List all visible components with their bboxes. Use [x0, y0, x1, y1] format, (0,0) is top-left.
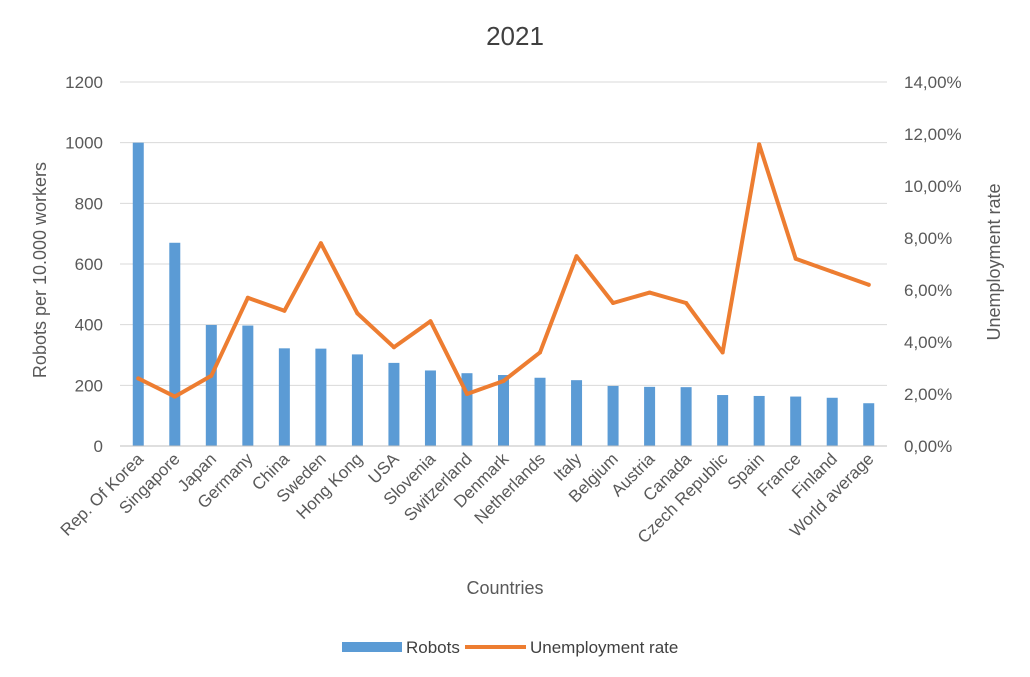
- line-point: [245, 295, 250, 300]
- line-point: [647, 290, 652, 295]
- y2-tick-label: 12,00%: [904, 125, 962, 144]
- y-axis-left: 0 200 400 600 800 1000 1200: [65, 73, 103, 456]
- y-tick-label: 600: [75, 255, 103, 274]
- line-point: [391, 345, 396, 350]
- bar: [863, 403, 875, 446]
- bar: [571, 380, 583, 446]
- bar: [205, 324, 217, 446]
- y2-tick-label: 14,00%: [904, 73, 962, 92]
- line-point: [209, 373, 214, 378]
- bar: [242, 325, 254, 446]
- line-point: [830, 269, 835, 274]
- y-tick-label: 1000: [65, 134, 103, 153]
- y-axis-title: Robots per 10.000 workers: [30, 162, 50, 378]
- line-point: [355, 311, 360, 316]
- bar: [169, 242, 181, 446]
- line-point: [538, 350, 543, 355]
- x-axis: Rep. Of KoreaSingaporeJapanGermanyChinaS…: [57, 445, 887, 547]
- line-point: [611, 301, 616, 305]
- bar: [753, 395, 765, 446]
- legend: Robots Unemployment rate: [342, 638, 678, 657]
- line-point: [318, 241, 323, 246]
- y2-tick-label: 4,00%: [904, 333, 952, 352]
- bar: [424, 370, 436, 446]
- chart-title: 2021: [486, 21, 544, 51]
- bar: [644, 386, 656, 446]
- y-tick-label: 1200: [65, 73, 103, 92]
- y-axis-right: 0,00% 2,00% 4,00% 6,00% 8,00% 10,00% 12,00% 14,…: [904, 73, 962, 456]
- bar: [717, 395, 729, 446]
- bar: [315, 348, 327, 446]
- y-tick-label: 0: [94, 437, 103, 456]
- y2-tick-label: 8,00%: [904, 229, 952, 248]
- y2-tick-label: 0,00%: [904, 437, 952, 456]
- bar: [498, 375, 509, 446]
- bar: [461, 373, 473, 446]
- y2-tick-label: 6,00%: [904, 281, 952, 300]
- bar: [278, 348, 290, 446]
- y2-tick-label: 10,00%: [904, 177, 962, 196]
- x-axis-title: Countries: [466, 578, 543, 598]
- bar: [680, 387, 692, 446]
- y2-tick-label: 2,00%: [904, 385, 952, 404]
- legend-label-robots: Robots: [406, 638, 460, 657]
- line-point: [574, 254, 579, 259]
- bar: [534, 377, 546, 446]
- line-point: [720, 350, 725, 355]
- line-point: [866, 282, 871, 287]
- bar: [790, 396, 802, 446]
- line-point: [282, 308, 287, 313]
- line-point: [428, 319, 433, 324]
- line-series: [136, 142, 871, 399]
- line-point: [793, 256, 798, 261]
- bar: [607, 385, 619, 446]
- y-tick-label: 800: [75, 194, 103, 213]
- line-point: [501, 379, 506, 383]
- line-point: [464, 392, 469, 396]
- y-tick-label: 200: [75, 376, 103, 395]
- line-point: [684, 301, 689, 305]
- line-point: [172, 394, 177, 399]
- y2-axis-title: Unemployment rate: [984, 183, 1004, 340]
- legend-label-unemployment: Unemployment rate: [530, 638, 678, 657]
- bar: [132, 142, 144, 446]
- line-point: [757, 142, 762, 147]
- y-tick-label: 400: [75, 316, 103, 335]
- legend-swatch-robots: [342, 642, 402, 652]
- bar-series: [132, 142, 875, 446]
- bar: [826, 397, 838, 446]
- line-point: [136, 376, 141, 381]
- bar: [351, 354, 363, 446]
- bar: [388, 362, 400, 446]
